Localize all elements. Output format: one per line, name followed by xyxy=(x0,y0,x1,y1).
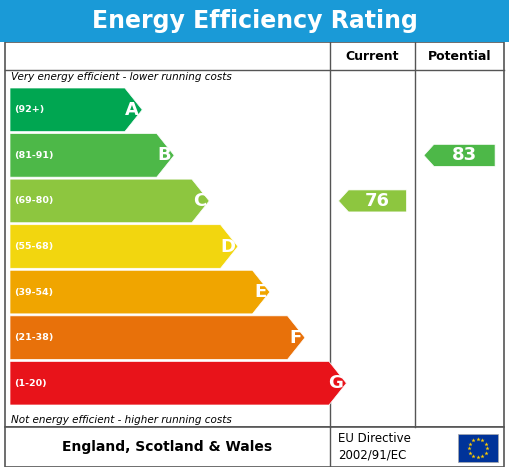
Text: Energy Efficiency Rating: Energy Efficiency Rating xyxy=(92,9,417,33)
Polygon shape xyxy=(424,144,495,166)
Polygon shape xyxy=(10,179,209,223)
Text: D: D xyxy=(220,238,235,255)
Bar xyxy=(0,0,509,42)
Polygon shape xyxy=(10,270,270,314)
Text: EU Directive: EU Directive xyxy=(338,432,411,445)
Text: Not energy efficient - higher running costs: Not energy efficient - higher running co… xyxy=(11,415,232,425)
Text: C: C xyxy=(193,192,206,210)
Text: Potential: Potential xyxy=(428,50,491,63)
Polygon shape xyxy=(338,190,407,212)
Text: 83: 83 xyxy=(452,146,477,164)
Text: (21-38): (21-38) xyxy=(14,333,53,342)
Text: (55-68): (55-68) xyxy=(14,242,53,251)
Text: Current: Current xyxy=(346,50,399,63)
Text: (39-54): (39-54) xyxy=(14,288,53,297)
Text: Very energy efficient - lower running costs: Very energy efficient - lower running co… xyxy=(11,72,232,82)
Text: 2002/91/EC: 2002/91/EC xyxy=(338,448,406,461)
Text: G: G xyxy=(328,374,344,392)
Text: (69-80): (69-80) xyxy=(14,197,53,205)
Text: (92+): (92+) xyxy=(14,105,44,114)
Text: 76: 76 xyxy=(365,192,390,210)
Text: E: E xyxy=(254,283,267,301)
Bar xyxy=(5,427,504,467)
Text: A: A xyxy=(125,101,139,119)
Text: F: F xyxy=(290,329,302,347)
Bar xyxy=(5,42,504,427)
Text: B: B xyxy=(158,146,171,164)
Text: (1-20): (1-20) xyxy=(14,379,47,388)
Text: (81-91): (81-91) xyxy=(14,151,53,160)
Polygon shape xyxy=(10,361,347,405)
Polygon shape xyxy=(10,88,143,132)
Polygon shape xyxy=(10,134,174,177)
Bar xyxy=(458,434,498,462)
Polygon shape xyxy=(10,316,305,360)
Polygon shape xyxy=(10,225,238,268)
Text: England, Scotland & Wales: England, Scotland & Wales xyxy=(63,440,272,454)
